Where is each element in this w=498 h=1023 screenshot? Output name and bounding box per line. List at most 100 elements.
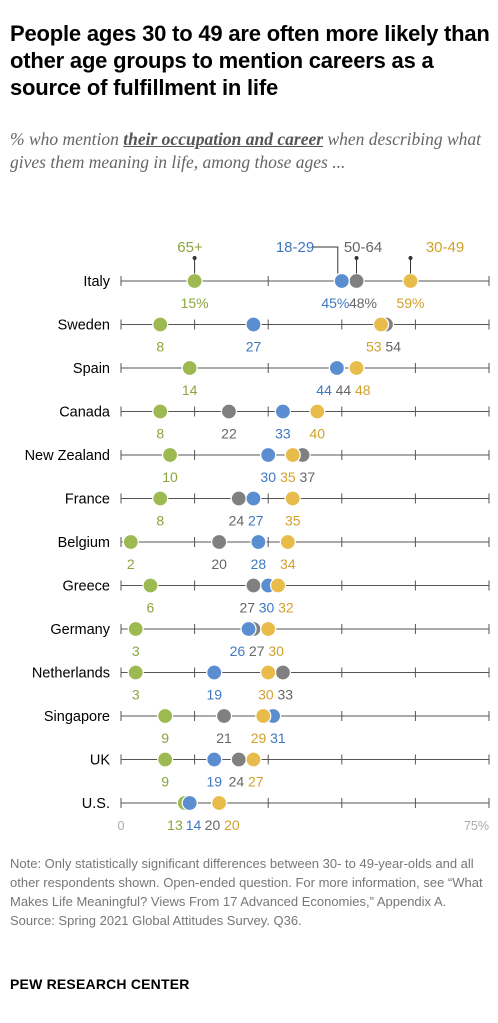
value-label-canada-30-49: 40	[309, 426, 325, 442]
value-label-netherlands-18-29: 19	[206, 687, 222, 703]
dot-singapore-65	[157, 707, 174, 725]
dot-canada-30-49	[309, 403, 326, 420]
country-label-canada: Canada	[59, 405, 111, 421]
legend-label-50-64: 50-64	[344, 239, 382, 256]
value-label-italy-30-49: 59%	[396, 295, 424, 311]
legend-label-18-29: 18-29	[276, 239, 314, 256]
dot-greece-30-49	[269, 577, 287, 594]
dot-u-s-30-49	[211, 794, 228, 812]
dot-belgium-50-64	[211, 533, 228, 551]
dot-netherlands-50-64	[274, 664, 292, 681]
dot-germany-65	[127, 620, 144, 638]
legend-label-30-49: 30-49	[426, 239, 464, 256]
value-label-new-zealand-18-29: 30	[260, 469, 276, 485]
value-label-netherlands-30-49: 30	[258, 687, 274, 703]
legend-leader-dot-65-plus	[192, 256, 197, 260]
dot-greece-65	[142, 577, 159, 594]
subtitle-lead: % who mention	[10, 129, 124, 149]
value-label-greece-18-29: 30	[259, 600, 275, 616]
dot-uk-65	[157, 751, 174, 768]
note-text: Note: Only statistically significant dif…	[10, 856, 483, 909]
value-label-belgium-50-64: 20	[211, 556, 227, 572]
value-label-netherlands-65: 3	[132, 687, 140, 703]
subtitle-emphasis: their occupation and career	[123, 129, 324, 149]
value-label-sweden-65: 8	[156, 339, 164, 355]
dot-uk-18-29	[206, 751, 223, 768]
dot-new-zealand-65	[161, 446, 179, 464]
value-label-singapore-30-49: 29	[251, 730, 267, 746]
dot-netherlands-65	[127, 664, 144, 681]
value-label-spain-50-64: 44	[336, 382, 352, 398]
dot-netherlands-30-49	[260, 664, 277, 681]
country-label-netherlands: Netherlands	[32, 666, 110, 682]
dot-belgium-30-49	[279, 533, 296, 551]
value-label-sweden-30-49: 53	[366, 339, 382, 355]
value-label-belgium-65: 2	[127, 556, 135, 572]
value-label-uk-30-49: 27	[248, 774, 264, 790]
country-label-germany: Germany	[50, 622, 110, 638]
dot-u-s-18-29	[181, 794, 198, 812]
dot-canada-50-64	[220, 403, 238, 420]
country-label-u-s: U.S.	[82, 796, 110, 812]
value-label-germany-30-49: 30	[268, 643, 284, 659]
legend-leader-dot-50-64	[354, 256, 359, 260]
dot-belgium-65	[122, 533, 139, 551]
dot-new-zealand-30-49	[284, 446, 301, 464]
value-label-germany-18-29: 26	[230, 643, 246, 659]
country-label-belgium: Belgium	[58, 535, 110, 551]
value-label-greece-65: 6	[147, 600, 155, 616]
value-label-singapore-65: 9	[161, 730, 169, 746]
dot-germany-30-49	[260, 620, 277, 638]
value-label-sweden-18-29: 27	[246, 339, 262, 355]
legend-label-65: 65+	[177, 239, 203, 256]
value-label-singapore-50-64: 21	[216, 730, 232, 746]
value-label-belgium-18-29: 28	[251, 556, 267, 572]
dot-italy-18-29	[333, 272, 350, 290]
value-label-france-50-64: 24	[229, 513, 245, 529]
country-label-singapore: Singapore	[44, 709, 110, 725]
value-label-u-s-65: 13	[167, 817, 183, 833]
source-text: Source: Spring 2021 Global Attitudes Sur…	[10, 913, 302, 928]
value-label-france-30-49: 35	[285, 513, 301, 529]
value-label-new-zealand-65: 10	[162, 469, 178, 485]
value-label-uk-50-64: 24	[229, 774, 245, 790]
value-label-germany-65: 3	[132, 643, 140, 659]
value-label-france-65: 8	[156, 513, 164, 529]
country-label-greece: Greece	[62, 579, 110, 595]
dot-sweden-30-49	[372, 316, 390, 333]
dot-belgium-18-29	[250, 533, 267, 551]
dot-singapore-50-64	[215, 707, 233, 725]
legend-leader-18-29	[313, 246, 339, 274]
chart-subtitle: % who mention their occupation and caree…	[10, 128, 495, 174]
value-label-canada-65: 8	[156, 426, 164, 442]
value-label-spain-18-29: 44	[316, 382, 332, 398]
value-label-italy-50-64: 48%	[349, 295, 377, 311]
dot-singapore-30-49	[255, 707, 272, 725]
value-label-france-18-29: 27	[248, 513, 264, 529]
dot-italy-30-49	[402, 272, 419, 290]
value-label-greece-50-64: 27	[239, 600, 255, 616]
dot-italy-50-64	[348, 272, 365, 290]
dot-new-zealand-18-29	[260, 446, 277, 464]
dot-france-50-64	[230, 490, 247, 507]
subtitle-tail: when describing what gives them meaning …	[10, 129, 482, 172]
dot-italy-65	[186, 272, 203, 290]
axis-label-min: 0	[118, 819, 125, 833]
dot-sweden-65	[152, 316, 169, 333]
dot-germany-18-29	[240, 620, 257, 638]
dot-spain-18-29	[328, 359, 345, 377]
value-label-u-s-30-49: 20	[224, 817, 240, 833]
value-label-uk-65: 9	[161, 774, 169, 790]
dot-sweden-18-29	[245, 316, 262, 333]
country-label-spain: Spain	[73, 361, 110, 377]
pew-logo: PEW RESEARCH CENTER	[10, 976, 190, 992]
value-label-belgium-30-49: 34	[280, 556, 296, 572]
value-label-spain-30-49: 48	[355, 382, 371, 398]
value-label-u-s-18-29: 14	[186, 817, 202, 833]
value-label-greece-30-49: 32	[278, 600, 294, 616]
dot-france-18-29	[245, 490, 262, 507]
dot-france-30-49	[284, 490, 301, 507]
dot-spain-30-49	[348, 359, 365, 377]
value-label-germany-50-64: 27	[249, 643, 265, 659]
